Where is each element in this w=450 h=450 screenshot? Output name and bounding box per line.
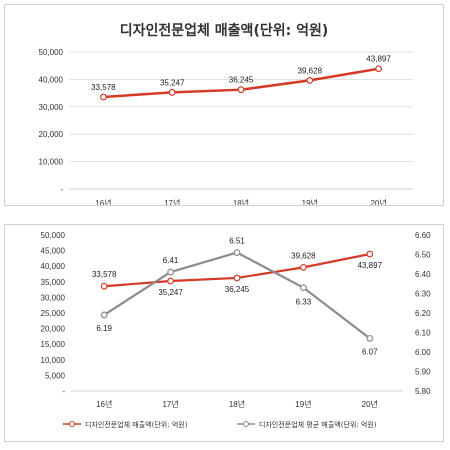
- data-point: [306, 77, 314, 84]
- y-tick-label: 30,000: [39, 103, 64, 112]
- data-label-average: 6.51: [229, 237, 245, 246]
- data-label: 43,897: [366, 55, 391, 64]
- y-left-tick-label: 10,000: [41, 356, 66, 365]
- series-line-average: [103, 251, 371, 340]
- data-label-revenue: 36,245: [225, 285, 250, 294]
- data-point-average: [167, 268, 175, 276]
- data-label-revenue: 35,247: [158, 288, 183, 297]
- y-right-tick-label: 6.00: [415, 348, 431, 357]
- data-label: 35,247: [160, 78, 185, 87]
- x-tick-label: 17년: [164, 198, 180, 205]
- y-tick-label: 20,000: [39, 130, 64, 139]
- data-point: [168, 89, 176, 96]
- data-label-revenue: 33,578: [92, 270, 117, 279]
- series-line-revenue: [104, 252, 371, 288]
- y-left-tick-label: 45,000: [41, 247, 66, 256]
- y-right-tick-label: 6.50: [415, 251, 431, 260]
- x-tick-label: 16년: [96, 399, 112, 409]
- data-label-average: 6.33: [296, 298, 312, 307]
- y-right-tick-label: 6.20: [415, 309, 431, 318]
- data-point-revenue: [366, 250, 374, 258]
- data-point: [237, 86, 245, 94]
- x-tick-label: 17년: [162, 399, 178, 409]
- legend-label-revenue: 디자인전문업체 매출액(단위: 억원): [85, 420, 188, 429]
- y-left-tick-label: 20,000: [41, 325, 66, 334]
- x-tick-label: 19년: [295, 399, 311, 409]
- y-left-tick-label: 25,000: [41, 309, 66, 318]
- data-point: [99, 93, 107, 101]
- y-tick-label: 10,000: [39, 158, 64, 167]
- y-right-tick-label: 5.90: [415, 368, 431, 377]
- data-label: 33,578: [91, 83, 116, 92]
- y-right-tick-label: 5.80: [415, 387, 431, 396]
- data-label: 36,245: [229, 76, 254, 85]
- y-tick-label: 40,000: [39, 75, 64, 84]
- revenue-chart-panel: 디자인전문업체 매출액(단위: 억원) - 10,000 20,000 30,000 4…: [4, 4, 444, 206]
- y-right-tick-label: 6.60: [415, 231, 431, 240]
- revenue-chart: 디자인전문업체 매출액(단위: 억원) - 10,000 20,000 30,000 4…: [39, 22, 413, 205]
- y-left-tick-label: 40,000: [41, 262, 66, 271]
- data-point-average: [100, 311, 108, 319]
- data-point: [375, 65, 383, 73]
- x-tick-label: 20년: [370, 198, 386, 205]
- x-tick-label: 18년: [229, 399, 245, 409]
- y-left-tick-label: 35,000: [41, 278, 66, 287]
- legend-label-average: 디자인전문업체 평균 매출액(단위: 억원): [259, 420, 377, 429]
- y-right-tick-label: 6.30: [415, 290, 431, 299]
- chart-title: 디자인전문업체 매출액(단위: 억원): [120, 22, 328, 39]
- chart-legend: 디자인전문업체 매출액(단위: 억원) 디자인전문업체 평균 매출액(단위: 억…: [63, 420, 377, 429]
- data-point-revenue: [100, 282, 108, 290]
- y-left-tick-label: 50,000: [41, 231, 66, 240]
- legend-marker-revenue: [69, 421, 75, 427]
- data-label-revenue: 43,897: [358, 261, 383, 270]
- data-point-revenue: [233, 274, 241, 282]
- y-left-tick-label: 30,000: [41, 293, 66, 302]
- revenue-average-chart: - 5,000 10,000 15,000 20,000 25,000 30,000 35,0…: [41, 231, 432, 429]
- y-tick-label: -: [60, 185, 63, 194]
- x-tick-label: 20년: [362, 399, 378, 409]
- data-label-average: 6.41: [163, 256, 179, 265]
- y-right-tick-label: 6.10: [415, 329, 431, 338]
- data-point-average: [233, 249, 241, 256]
- data-point-revenue: [300, 263, 307, 271]
- revenue-average-chart-panel: - 5,000 10,000 15,000 20,000 25,000 30,000 35,0…: [4, 224, 444, 442]
- x-tick-label: 16년: [95, 198, 111, 205]
- y-left-tick-label: 15,000: [41, 340, 66, 349]
- data-point-average: [366, 334, 374, 342]
- y-tick-label: 50,000: [39, 48, 64, 57]
- y-left-tick-label: 5,000: [45, 371, 66, 380]
- data-label-average: 6.19: [96, 324, 112, 333]
- x-tick-label: 19년: [302, 198, 318, 205]
- legend-marker-average: [243, 421, 249, 427]
- data-label-average: 6.07: [362, 347, 378, 356]
- x-tick-label: 18년: [233, 198, 249, 205]
- data-label: 39,628: [298, 66, 323, 75]
- y-right-tick-label: 6.40: [415, 270, 431, 279]
- data-point-revenue: [167, 277, 175, 285]
- data-label-revenue: 39,628: [291, 251, 316, 260]
- data-point-average: [300, 284, 307, 292]
- y-left-tick-label: -: [62, 387, 65, 396]
